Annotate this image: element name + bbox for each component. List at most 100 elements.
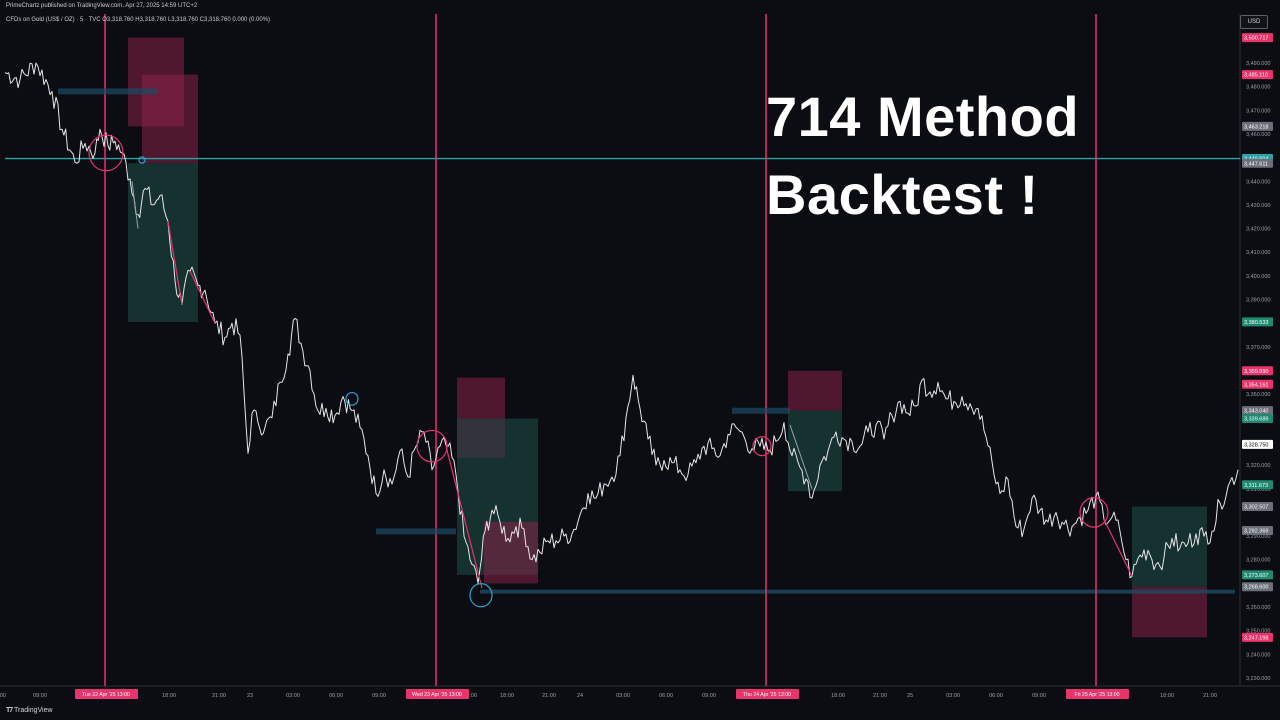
time-tick-label: 09:00: [1032, 693, 1046, 699]
session-label: Tue 22 Apr '25 13:00: [82, 692, 130, 698]
footer-brand: TradingView: [14, 707, 53, 714]
projection-arrow: [131, 181, 139, 229]
price-tick-label: 3,260.000: [1246, 605, 1270, 611]
time-tick-label: 21:00: [873, 693, 887, 699]
overlay-title-line1: 714 Method: [766, 85, 1080, 148]
time-tick-label: 18:00: [500, 693, 514, 699]
time-tick-label: 24: [577, 693, 583, 699]
time-tick-label: 21:00: [542, 693, 556, 699]
stop-loss-zone[interactable]: [142, 74, 198, 164]
time-tick-label: 21:00: [1203, 693, 1217, 699]
time-tick-label: 03:00: [616, 693, 630, 699]
price-badge-label: 3,302.507: [1244, 504, 1268, 510]
price-tick-label: 3,400.000: [1246, 274, 1270, 280]
tradingview-logo-icon: T7: [6, 707, 13, 714]
price-badge: [1242, 480, 1273, 490]
time-tick-label: 06:00: [329, 693, 343, 699]
price-badge-label: 3,447.611: [1244, 161, 1268, 167]
price-badge-label: 3,354.161: [1244, 382, 1268, 388]
time-tick-label: 15:00: [463, 693, 477, 699]
time-tick-label: 06:00: [659, 693, 673, 699]
currency-button[interactable]: USD: [1240, 15, 1268, 29]
time-tick-label: 09:00: [372, 693, 386, 699]
price-badge: [1242, 406, 1273, 416]
price-tick-label: 3,430.000: [1246, 203, 1270, 209]
price-badge: [1242, 525, 1273, 535]
price-tick-label: 3,490.000: [1246, 61, 1270, 67]
take-profit-zone[interactable]: [1132, 506, 1207, 587]
price-badge: [1242, 379, 1273, 389]
swing-marker-circle[interactable]: [752, 436, 772, 457]
price-badge-label: 3,247.198: [1244, 635, 1268, 641]
time-tick-label: 23: [247, 693, 253, 699]
stop-loss-zone[interactable]: [484, 521, 538, 584]
price-badge: [1242, 121, 1273, 131]
price-badge-label: 3,339.689: [1244, 417, 1268, 423]
stop-loss-zone[interactable]: [1132, 586, 1207, 638]
stop-loss-zone[interactable]: [788, 370, 842, 411]
price-tick-label: 3,390.000: [1246, 298, 1270, 304]
swing-marker-circle[interactable]: [345, 391, 359, 406]
price-badge: [1242, 158, 1273, 168]
publisher-line: PrimeChartz published on TradingView.com…: [6, 3, 198, 9]
time-tick-label: 25: [907, 693, 913, 699]
price-badge: [1242, 366, 1273, 376]
projection-arrow: [789, 424, 813, 489]
price-badge-label: 3,268.600: [1244, 585, 1268, 591]
session-label: Fri 25 Apr '25 13:00: [1074, 692, 1119, 698]
price-tick-label: 3,470.000: [1246, 108, 1270, 114]
time-tick-label: 09:00: [702, 693, 716, 699]
session-label-badge: [75, 689, 138, 699]
price-badge-label: 3,500.717: [1244, 36, 1268, 42]
price-badge: [1242, 33, 1273, 43]
price-tick-label: 3,460.000: [1246, 132, 1270, 138]
swing-marker-circle[interactable]: [469, 583, 493, 608]
swing-marker-circle[interactable]: [88, 134, 124, 172]
swing-marker-circle[interactable]: [1079, 497, 1109, 528]
price-badge: [1242, 570, 1273, 580]
price-badge-label: 3,311.673: [1244, 483, 1268, 489]
price-badge-label: 3,463.218: [1244, 124, 1268, 130]
session-label-badge: [1066, 689, 1129, 699]
price-badge-label: 3,343.040: [1244, 409, 1268, 415]
time-tick-label: 09:00: [33, 693, 47, 699]
session-label: Wed 23 Apr '25 13:00: [412, 692, 462, 698]
price-tick-label: 3,250.000: [1246, 629, 1270, 635]
swing-marker-circle[interactable]: [416, 429, 448, 463]
projection-arrow: [445, 446, 483, 589]
swing-marker-circle[interactable]: [138, 156, 146, 164]
price-badge: [1242, 439, 1273, 449]
price-badge-label: 3,292.369: [1244, 528, 1268, 534]
footer: T7 TradingView: [6, 707, 53, 714]
overlay-title-line2: Backtest !: [766, 163, 1039, 226]
price-badge: [1242, 582, 1273, 592]
time-tick-label: 18:00: [831, 693, 845, 699]
time-tick-label: 18:00: [162, 693, 176, 699]
price-badge: [1242, 632, 1273, 642]
session-label: Thu 24 Apr '25 13:00: [743, 692, 791, 698]
price-badge-label: 3,273.607: [1244, 573, 1268, 579]
time-tick-label: :00: [0, 693, 6, 699]
price-tick-label: 3,320.000: [1246, 463, 1270, 469]
price-tick-label: 3,370.000: [1246, 345, 1270, 351]
price-badge: [1242, 70, 1273, 80]
price-tick-label: 3,420.000: [1246, 227, 1270, 233]
projection-arrow: [167, 221, 183, 305]
take-profit-zone[interactable]: [128, 163, 198, 322]
take-profit-zone[interactable]: [788, 410, 842, 492]
price-series-line: [4, 62, 1239, 584]
price-badge: [1242, 317, 1273, 327]
price-tick-label: 3,310.000: [1246, 487, 1270, 493]
time-tick-label: 18:00: [1160, 693, 1174, 699]
price-badge: [1242, 414, 1273, 424]
price-tick-label: 3,440.000: [1246, 179, 1270, 185]
price-badge-label: 3,485.110: [1244, 73, 1268, 79]
projection-arrow: [1103, 519, 1133, 577]
projection-arrow: [189, 270, 216, 324]
symbol-info-line[interactable]: CFDs on Gold (US$ / OZ) · 5 · TVC O3,318…: [6, 17, 271, 23]
price-badge-label: 3,359.890: [1244, 369, 1268, 375]
price-tick-label: 3,280.000: [1246, 558, 1270, 564]
price-badge-label: 3,328.750: [1244, 442, 1268, 448]
